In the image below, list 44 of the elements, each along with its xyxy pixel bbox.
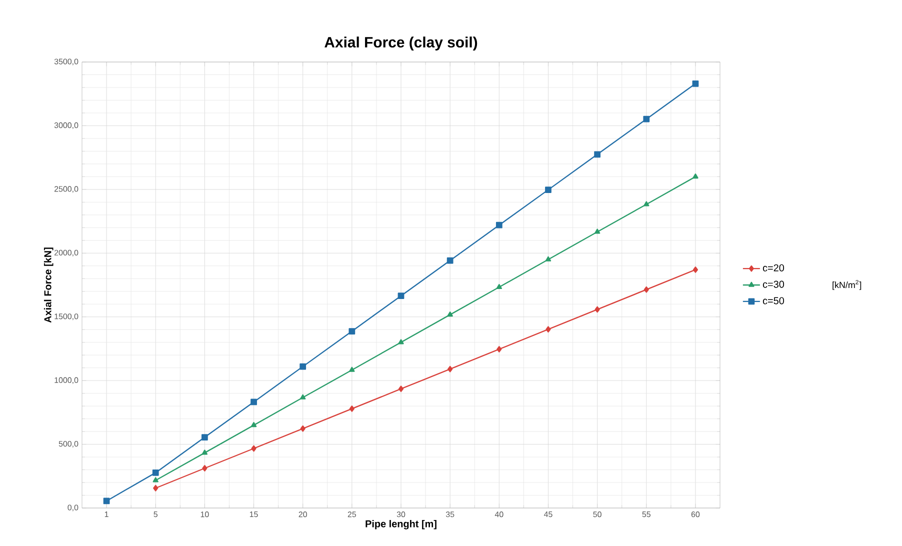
legend-title: [kN/m$^{2}$]: [832, 280, 862, 290]
point: [545, 186, 552, 193]
point: [594, 306, 600, 313]
point: [643, 116, 650, 122]
point: [496, 284, 502, 290]
y-axis-title: Axial Force [kN]: [44, 248, 54, 323]
point: [644, 286, 649, 293]
point: [448, 366, 453, 372]
legend-label: c=20: [762, 264, 784, 272]
point: [692, 173, 698, 179]
point: [202, 465, 208, 472]
point: [153, 484, 158, 492]
chart-title: Axial Force (clay soil): [324, 36, 478, 50]
legend-label: c=30: [762, 280, 784, 288]
point: [644, 201, 650, 206]
point: [250, 398, 257, 406]
legend-label: c=50: [762, 297, 784, 304]
point: [348, 328, 356, 334]
point: [594, 151, 600, 158]
point: [300, 394, 306, 400]
point: [202, 450, 208, 455]
point: [692, 80, 699, 87]
point: [349, 366, 355, 372]
point: [447, 312, 453, 317]
point: [349, 406, 354, 412]
point: [250, 422, 257, 428]
point: [300, 425, 306, 432]
point: [496, 222, 502, 228]
point: [446, 257, 454, 264]
point: [398, 292, 404, 300]
point: [692, 266, 698, 273]
point: [545, 256, 552, 262]
point: [496, 346, 502, 352]
point: [152, 477, 158, 482]
point: [103, 498, 110, 504]
point: [251, 445, 256, 452]
point: [398, 386, 404, 392]
point: [546, 326, 551, 333]
point: [202, 434, 208, 440]
point: [398, 339, 404, 344]
point: [300, 363, 306, 370]
point: [152, 470, 159, 476]
x-axis-title: Pipe lenght [m]: [366, 520, 436, 530]
point: [594, 228, 600, 234]
